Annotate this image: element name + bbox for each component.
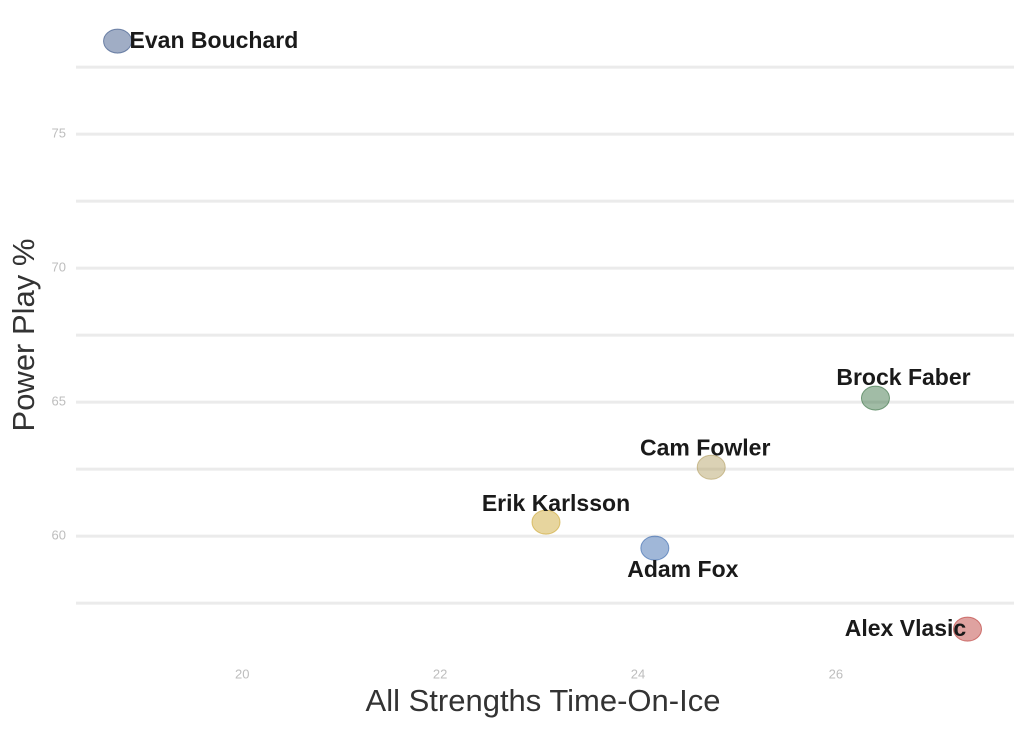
x-tick-label: 24 [631, 666, 645, 681]
x-axis-title: All Strengths Time-On-Ice [366, 683, 721, 718]
team-logo [103, 28, 133, 54]
x-tick-label: 26 [829, 666, 843, 681]
team-logo [952, 616, 982, 642]
point-label: Erik Karlsson [482, 490, 630, 516]
point-label: Cam Fowler [640, 434, 770, 460]
y-tick-label: 65 [52, 394, 66, 409]
y-tick-label: 70 [52, 260, 66, 275]
x-tick-label: 22 [433, 666, 447, 681]
point-label: Evan Bouchard [130, 27, 299, 53]
point-label: Brock Faber [836, 364, 970, 390]
team-logo [696, 454, 726, 480]
y-tick-label: 75 [52, 126, 66, 141]
team-logo [640, 535, 670, 561]
point-label: Alex Vlasic [845, 615, 967, 641]
y-tick-label: 60 [52, 528, 66, 543]
y-axis-title: Power Play % [6, 239, 41, 432]
team-logo [860, 385, 890, 411]
team-logo [531, 509, 561, 535]
x-tick-label: 20 [235, 666, 249, 681]
point-label: Adam Fox [627, 556, 738, 582]
